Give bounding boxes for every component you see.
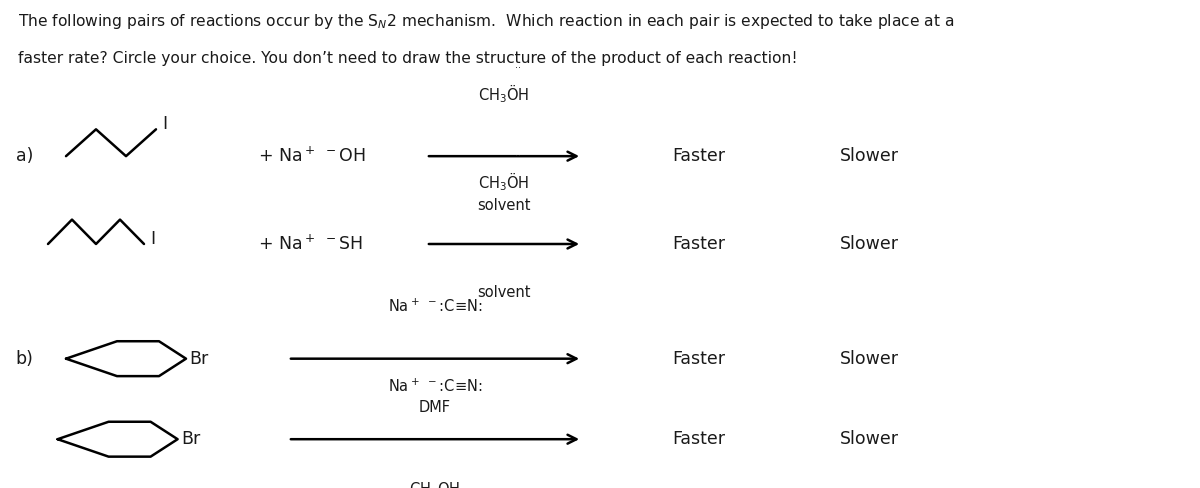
Text: ··: ·· <box>516 151 521 161</box>
Text: Br: Br <box>190 350 209 367</box>
Text: solvent: solvent <box>478 198 530 213</box>
Text: Na$^+$ $^-$:C≡N:: Na$^+$ $^-$:C≡N: <box>388 378 482 395</box>
Text: Faster: Faster <box>672 430 725 448</box>
Text: Slower: Slower <box>840 350 899 367</box>
Text: a): a) <box>16 147 32 165</box>
Text: Faster: Faster <box>672 350 725 367</box>
Text: I: I <box>150 230 155 248</box>
Text: CH$_3$ÖH: CH$_3$ÖH <box>479 82 529 105</box>
Text: Faster: Faster <box>672 235 725 253</box>
Text: faster rate? Circle your choice. You don’t need to draw the structure of the pro: faster rate? Circle your choice. You don… <box>18 51 798 66</box>
Text: Slower: Slower <box>840 430 899 448</box>
Text: Slower: Slower <box>840 235 899 253</box>
Text: CH$_3$OH: CH$_3$OH <box>409 481 461 488</box>
Text: I: I <box>162 116 167 133</box>
Text: Na$^+$ $^-$:C≡N:: Na$^+$ $^-$:C≡N: <box>388 298 482 315</box>
Text: ··: ·· <box>516 63 521 73</box>
Text: Br: Br <box>181 430 200 448</box>
Text: b): b) <box>16 350 34 367</box>
Text: DMF: DMF <box>419 400 451 415</box>
Text: Faster: Faster <box>672 147 725 165</box>
Text: + Na$^+$ $^-$OH: + Na$^+$ $^-$OH <box>258 146 366 166</box>
Text: Slower: Slower <box>840 147 899 165</box>
Text: The following pairs of reactions occur by the S$_N$2 mechanism.  Which reaction : The following pairs of reactions occur b… <box>18 12 954 31</box>
Text: CH$_3$ÖH: CH$_3$ÖH <box>479 170 529 193</box>
Text: solvent: solvent <box>478 285 530 301</box>
Text: + Na$^+$ $^-$SH: + Na$^+$ $^-$SH <box>258 234 362 254</box>
